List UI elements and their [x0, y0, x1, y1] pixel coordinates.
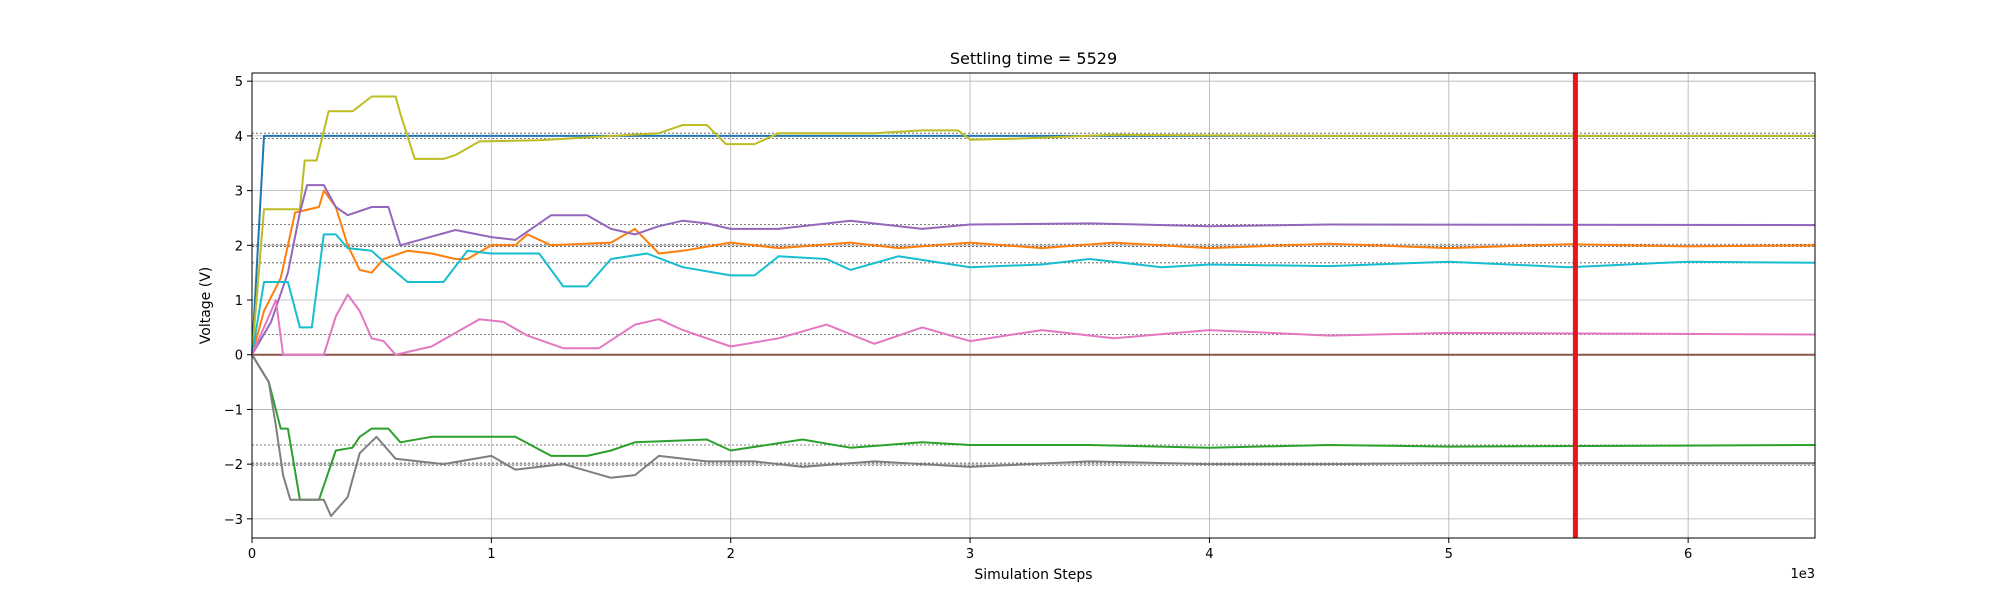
y-tick-label: −3 [224, 513, 243, 528]
y-tick-label: 2 [235, 239, 243, 254]
y-axis-label: Voltage (V) [198, 267, 214, 344]
y-tick-label: 0 [235, 349, 243, 364]
y-tick-label: 5 [235, 75, 243, 90]
y-tick-label: 4 [235, 130, 243, 145]
y-tick-label: 1 [235, 294, 243, 309]
x-tick-label: 1 [487, 547, 495, 562]
series-line-6 [251, 233, 1816, 355]
series-line-3 [251, 95, 1815, 355]
x-tick-label: 2 [727, 547, 735, 562]
series-line-7 [251, 293, 1816, 356]
series-lines [251, 95, 1816, 518]
y-tick-label: −2 [224, 458, 243, 473]
x-tick-label: 4 [1205, 547, 1213, 562]
series-line-9 [251, 354, 1815, 518]
y-tick-label: −1 [224, 403, 243, 418]
chart-title: Settling time = 5529 [950, 49, 1117, 68]
y-tick-label: 3 [235, 185, 243, 200]
x-tick-label: 0 [248, 547, 256, 562]
plot-area-frame [251, 72, 1816, 539]
tick-layer: 0 1 2 3 4 5 6 −3 −2 −1 0 1 2 3 4 5 [224, 75, 1692, 562]
x-axis-label: Simulation Steps [974, 567, 1092, 583]
x-tick-label: 5 [1445, 547, 1453, 562]
x-axis-offset-label: 1e3 [1790, 567, 1815, 582]
x-tick-label: 3 [966, 547, 974, 562]
series-line-5 [251, 184, 1816, 356]
x-tick-label: 6 [1684, 547, 1692, 562]
